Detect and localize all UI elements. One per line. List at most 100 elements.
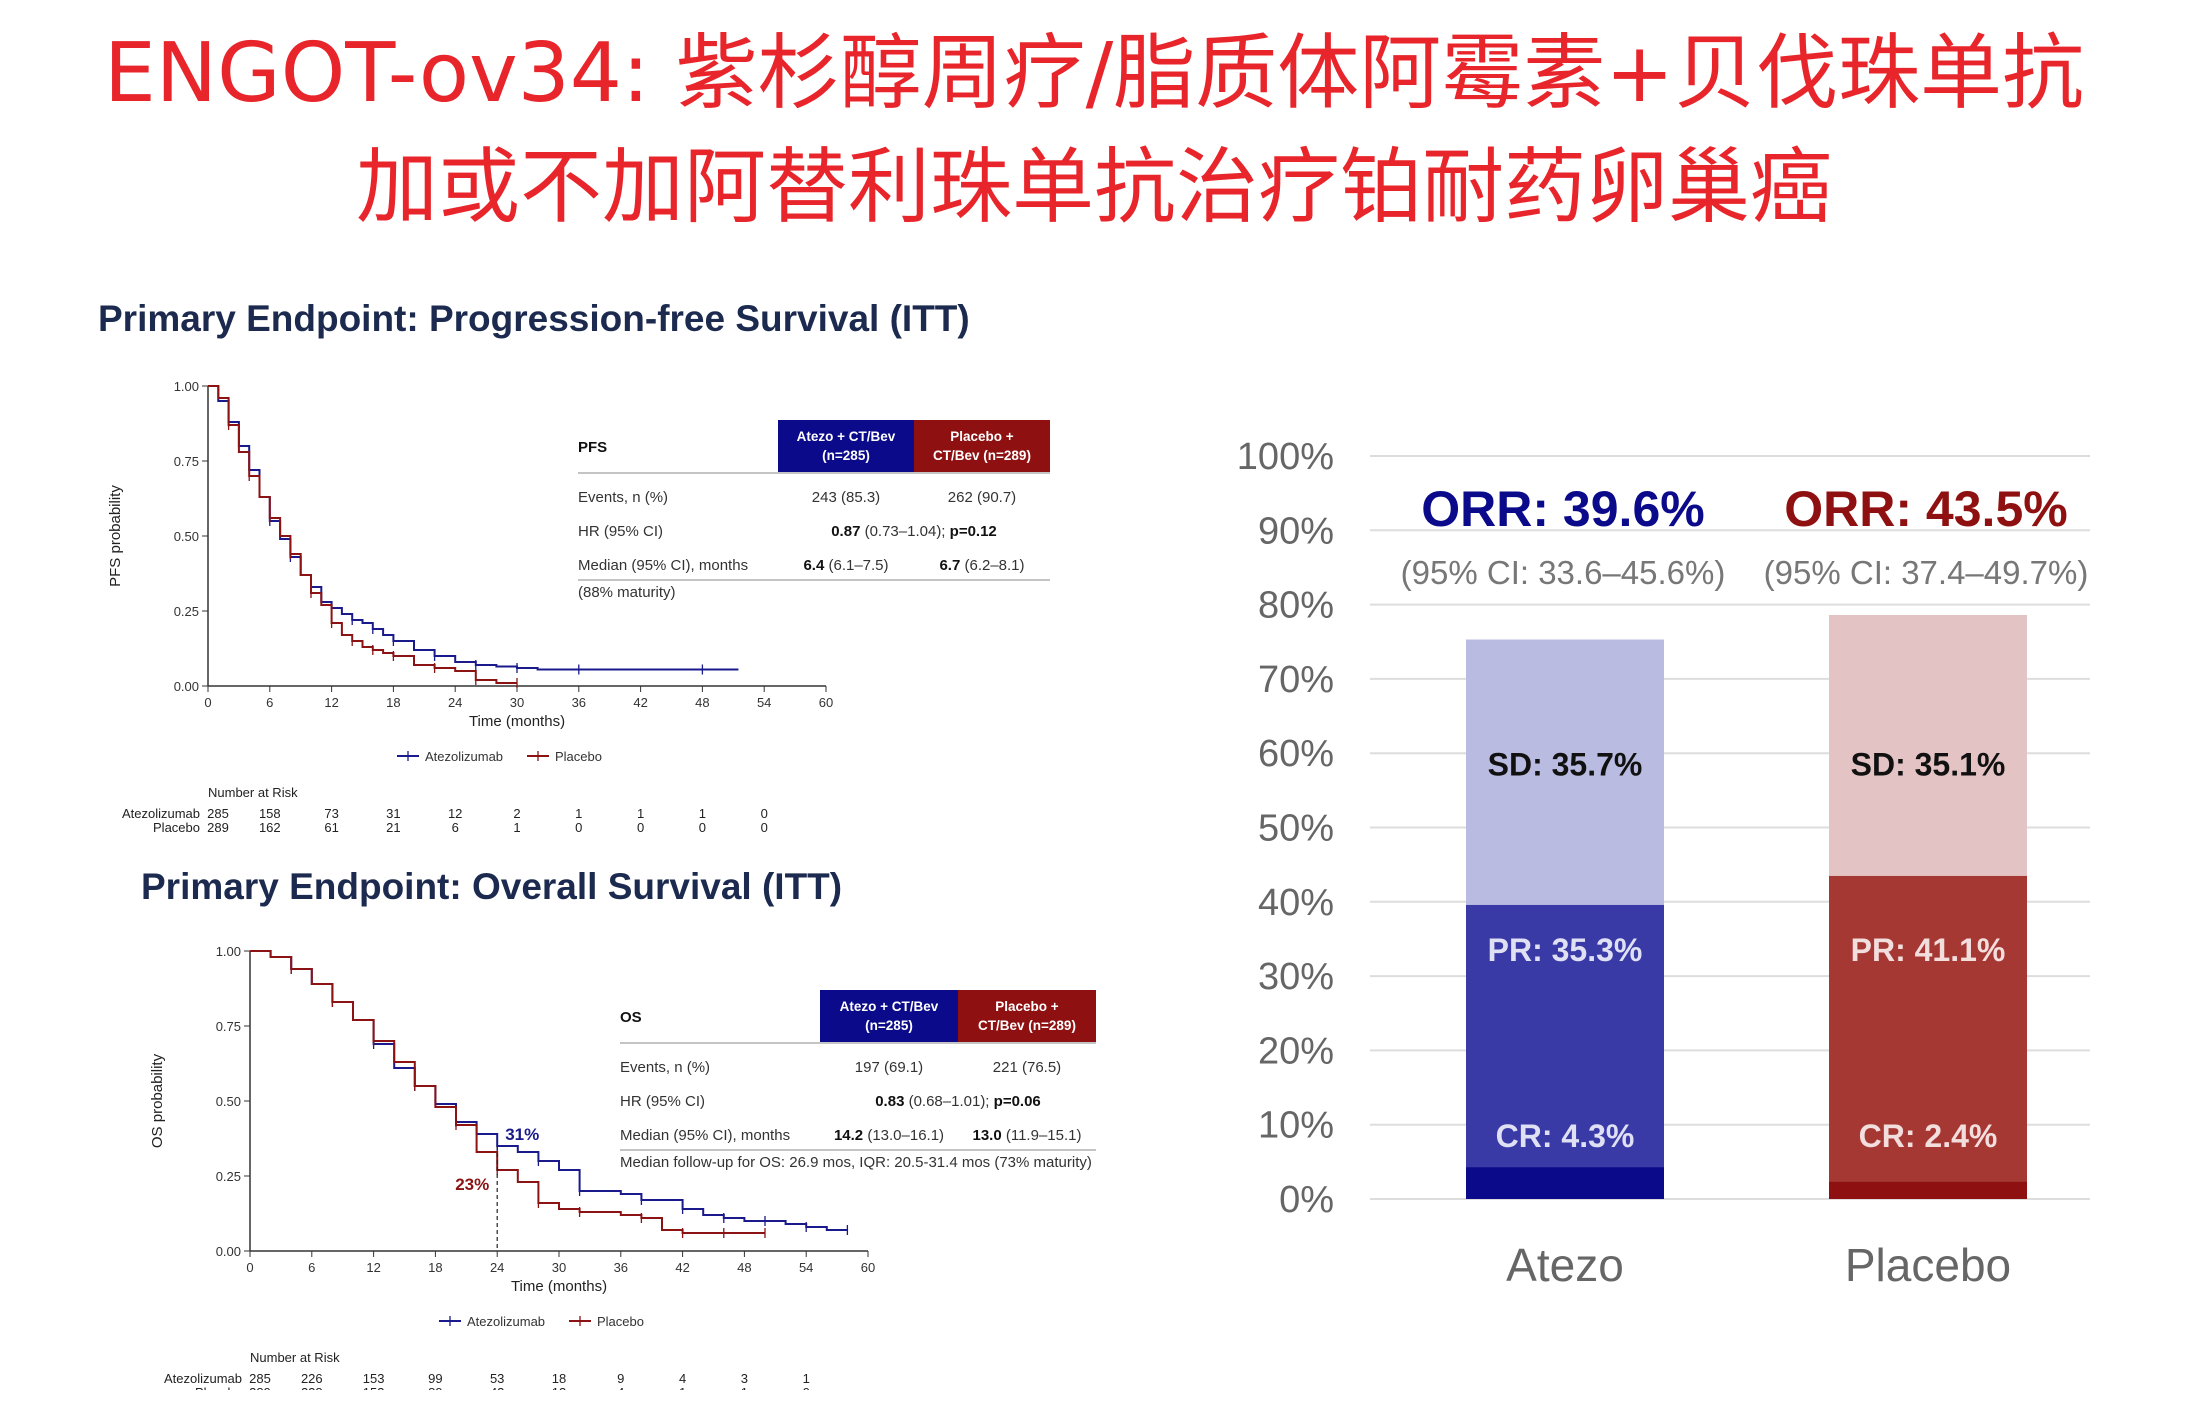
os-table-col2-line2: CT/Bev (n=289): [978, 1018, 1076, 1033]
os-table-note: Median follow-up for OS: 26.9 mos, IQR: …: [620, 1154, 1092, 1171]
pfs-table-col2-line1: Placebo +: [950, 429, 1014, 444]
os-x-tick-label: 0: [246, 1260, 253, 1275]
pfs-x-tick-label: 60: [819, 695, 833, 710]
pfs-table-header-placebo: [914, 420, 1050, 472]
pfs-x-tick-label: 42: [633, 695, 647, 710]
orr-ci-atezo: (95% CI: 33.6–45.6%): [1401, 554, 1726, 591]
pfs-risk-heading: Number at Risk: [208, 785, 298, 800]
os-table-median-placebo: 13.0 (11.9–15.1): [973, 1127, 1082, 1144]
os-x-tick-label: 24: [490, 1260, 504, 1275]
os-risk-heading: Number at Risk: [250, 1350, 340, 1365]
os-risk-count: 1: [679, 1385, 686, 1390]
pfs-x-tick-label: 0: [204, 695, 211, 710]
pfs-x-axis-label: Time (months): [469, 713, 565, 730]
pfs-x-tick-label: 18: [386, 695, 400, 710]
pfs-table-row-label: Median (95% CI), months: [578, 557, 748, 574]
orr-value-atezo: ORR: 39.6%: [1421, 481, 1704, 537]
page-title-line-1: ENGOT-ov34: 紫杉醇周疗/脂质体阿霉素+贝伐珠单抗: [104, 26, 2084, 121]
pfs-risk-count: 0: [761, 806, 768, 821]
os-x-tick-label: 30: [552, 1260, 566, 1275]
os-legend-placebo: Placebo: [597, 1314, 644, 1329]
os-x-tick-label: 54: [799, 1260, 813, 1275]
pfs-risk-count: 162: [259, 820, 281, 835]
os-km-chart: 0.000.250.500.751.000 6 12 18 24 30 36 42 48 54 60…: [149, 944, 1096, 1390]
pfs-table-col1-line2: (n=285): [822, 448, 870, 463]
pfs-curve-atezolizumab: [208, 385, 739, 671]
os-y-tick-label: 0.00: [216, 1244, 241, 1259]
pfs-x-tick-label: 24: [448, 695, 462, 710]
os-risk-count: 13: [552, 1385, 566, 1390]
orr-segment-label-atezo-pr: PR: 35.3%: [1488, 932, 1643, 968]
orr-category-label-atezo: Atezo: [1506, 1239, 1624, 1291]
os-table-hr-value: 0.83 (0.68–1.01); p=0.06: [875, 1093, 1041, 1110]
pfs-risk-count: 289: [207, 820, 229, 835]
pfs-legend-placebo: Placebo: [555, 749, 602, 764]
orr-bar-placebo-cr: [1829, 1181, 2027, 1199]
pfs-legend-atezo: Atezolizumab: [425, 749, 503, 764]
os-risk-count: 3: [741, 1371, 748, 1386]
os-legend-atezo: Atezolizumab: [467, 1314, 545, 1329]
os-x-axis-label: Time (months): [511, 1278, 607, 1295]
os-x-tick-label: 36: [614, 1260, 628, 1275]
os-table-col2-line1: Placebo +: [995, 999, 1059, 1014]
os-table-col1-line1: Atezo + CT/Bev: [840, 999, 939, 1014]
orr-stacked-bar-chart: 0% 10% 20% 30% 40% 50% 60% 70% 80% 90% 100% CR: 4.3…: [1237, 436, 2090, 1291]
orr-y-tick-label: 30%: [1258, 956, 1334, 998]
os-heading: Primary Endpoint: Overall Survival (ITT): [141, 866, 843, 907]
pfs-table-row-label: Events, n (%): [578, 489, 668, 506]
os-risk-count: 153: [363, 1371, 385, 1386]
os-y-axis-label: OS probability: [149, 1053, 166, 1148]
os-risk-count: 1: [803, 1371, 810, 1386]
pfs-table-events-placebo: 262 (90.7): [948, 489, 1016, 506]
orr-y-tick-label: 100%: [1237, 436, 1334, 478]
orr-y-tick-label: 0%: [1279, 1179, 1334, 1221]
os-table-col1-line2: (n=285): [865, 1018, 913, 1033]
pfs-table-col1-line1: Atezo + CT/Bev: [797, 429, 896, 444]
pfs-risk-count: 31: [386, 806, 400, 821]
pfs-table-median-placebo: 6.7 (6.2–8.1): [939, 557, 1024, 574]
pfs-table-col2-line2: CT/Bev (n=289): [933, 448, 1031, 463]
pfs-risk-count: 12: [448, 806, 462, 821]
os-risk-count: 53: [490, 1371, 504, 1386]
os-risk-count: 99: [428, 1371, 442, 1386]
pfs-risk-count: 1: [575, 806, 582, 821]
os-risk-count: 285: [249, 1371, 271, 1386]
os-table-row-label: Median (95% CI), months: [620, 1127, 790, 1144]
pfs-risk-count: 0: [761, 820, 768, 835]
pfs-risk-count: 2: [513, 806, 520, 821]
orr-bar-atezo-cr: [1466, 1167, 1664, 1199]
pfs-table-hr-value: 0.87 (0.73–1.04); p=0.12: [831, 523, 997, 540]
os-x-tick-label: 42: [675, 1260, 689, 1275]
pfs-x-tick-label: 12: [324, 695, 338, 710]
pfs-x-tick-label: 48: [695, 695, 709, 710]
pfs-risk-count: 0: [575, 820, 582, 835]
pfs-risk-count: 61: [324, 820, 338, 835]
os-x-tick-label: 60: [861, 1260, 875, 1275]
orr-bar-placebo-sd: [1829, 615, 2027, 876]
os-risk-count: 0: [803, 1385, 810, 1390]
os-risk-count: 228: [301, 1385, 323, 1390]
pfs-x-tick-label: 6: [266, 695, 273, 710]
os-risk-count: 4: [679, 1371, 686, 1386]
os-x-tick-label: 48: [737, 1260, 751, 1275]
os-y-tick-label: 0.50: [216, 1094, 241, 1109]
pfs-table-events-atezo: 243 (85.3): [812, 489, 880, 506]
orr-bar-atezo-pr: [1466, 904, 1664, 1168]
orr-value-placebo: ORR: 43.5%: [1784, 481, 2067, 537]
os-table-row-label: HR (95% CI): [620, 1093, 705, 1110]
os-risk-count: 226: [301, 1371, 323, 1386]
orr-segment-label-placebo-sd: SD: 35.1%: [1851, 746, 2006, 782]
pfs-x-tick-label: 30: [510, 695, 524, 710]
pfs-y-tick-label: 0.00: [174, 679, 199, 694]
orr-y-tick-label: 50%: [1258, 808, 1334, 850]
os-curve-atezolizumab: [250, 950, 848, 1231]
orr-segment-label-placebo-pr: PR: 41.1%: [1851, 932, 2006, 968]
orr-segment-label-placebo-cr: CR: 2.4%: [1859, 1118, 1998, 1154]
pfs-risk-row-label: Placebo: [153, 820, 200, 835]
os-table-events-atezo: 197 (69.1): [855, 1059, 923, 1076]
os-table-row-label: Events, n (%): [620, 1059, 710, 1076]
pfs-risk-count: 158: [259, 806, 281, 821]
pfs-risk-count: 73: [324, 806, 338, 821]
orr-ci-placebo: (95% CI: 37.4–49.7%): [1764, 554, 2089, 591]
orr-bar-placebo-pr: [1829, 875, 2027, 1182]
